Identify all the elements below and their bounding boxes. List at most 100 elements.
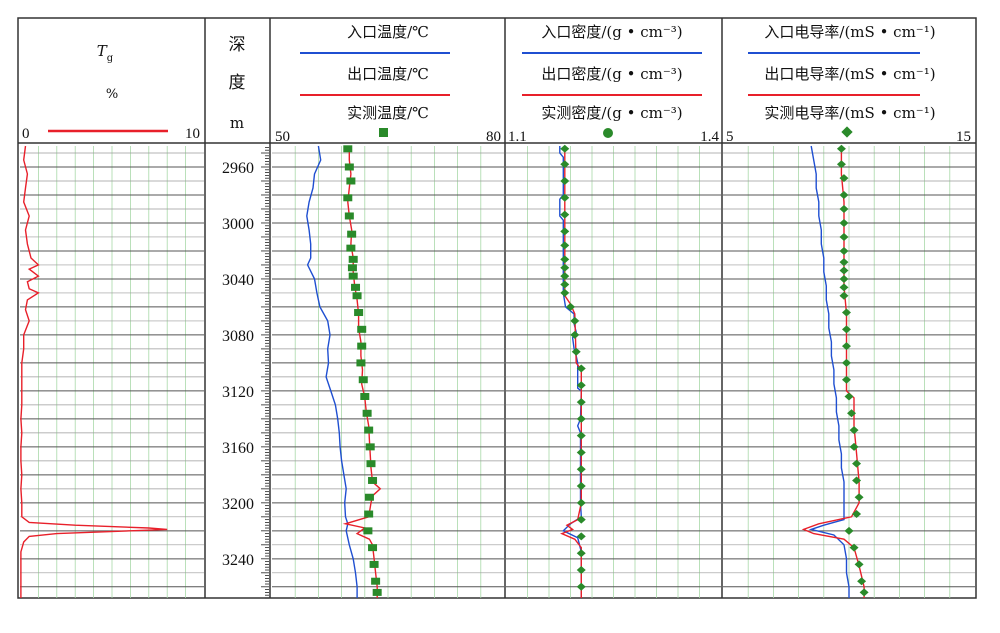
density-legend-inlet: 入口密度/(g • cm⁻³) (541, 23, 682, 41)
temperature-measured-point (354, 309, 364, 317)
depth-tick-label: 3080 (222, 328, 254, 345)
conductivity-measured-point (841, 342, 851, 351)
gas-range-max: 10 (185, 126, 200, 142)
density-measured-point (576, 532, 586, 541)
conductivity-measured-point (841, 325, 851, 334)
temperature-measured-point (364, 510, 374, 518)
temperature-measured-point (343, 145, 353, 153)
depth-title-line-2: 度 (229, 73, 246, 93)
cond-range-min: 5 (726, 129, 734, 145)
conductivity-measured-point (836, 160, 846, 169)
density-range-max: 1.4 (700, 129, 719, 145)
temperature-track-header: 入口温度/℃ 出口温度/℃ 实测温度/℃ 50 80 (275, 23, 501, 145)
series-conductivity-0 (808, 145, 850, 598)
temperature-measured-point (348, 255, 358, 263)
density-measured-point (571, 347, 581, 356)
density-measured-point (576, 465, 586, 474)
chart-frame (17, 17, 977, 599)
temperature-measured-point (369, 560, 379, 568)
temp-legend-outlet: 出口温度/℃ (347, 65, 429, 83)
conductivity-measured-point (839, 190, 849, 199)
density-measured-point (560, 160, 570, 169)
series-layer (20, 144, 869, 598)
temperature-measured-point (344, 163, 354, 171)
temperature-measured-point (365, 443, 375, 451)
density-legend-outlet: 出口密度/(g • cm⁻³) (541, 65, 682, 83)
gas-series-line (20, 145, 168, 598)
density-measured-point (576, 431, 586, 440)
temperature-measured-point (346, 244, 356, 252)
conductivity-measured-point (844, 526, 854, 535)
gas-track-header: Tg % 0 10 (22, 42, 200, 142)
conductivity-measured-point (854, 493, 864, 502)
depth-tick-label: 3200 (222, 496, 254, 513)
conductivity-measured-point (849, 543, 859, 552)
conductivity-track-header: 入口电导率/(mS • cm⁻¹) 出口电导率/(mS • cm⁻¹) 实测电导… (726, 23, 971, 145)
conductivity-measured-point (839, 266, 849, 275)
density-measured-point (576, 582, 586, 591)
temp-range-max: 80 (486, 129, 501, 145)
conductivity-measured-point (852, 510, 862, 519)
temperature-measured-point (368, 544, 378, 552)
depth-tick-label: 3160 (222, 440, 254, 457)
depth-tick-label: 3000 (222, 216, 254, 233)
temperature-measured-point (357, 342, 367, 350)
temperature-measured-point (347, 264, 357, 272)
series-temperature-0 (306, 145, 358, 598)
cond-legend-measured: 实测电导率/(mS • cm⁻¹) (764, 104, 935, 122)
conductivity-measured-point (839, 246, 849, 255)
density-range-min: 1.1 (508, 129, 527, 145)
temperature-measured-point (360, 392, 370, 400)
density-measured-point (560, 280, 570, 289)
temperature-measured-point (352, 292, 362, 300)
depth-unit: m (230, 114, 244, 132)
temperature-measured-point (357, 325, 367, 333)
density-measured-point (576, 498, 586, 507)
density-measured-point (560, 263, 570, 272)
density-track-header: 入口密度/(g • cm⁻³) 出口密度/(g • cm⁻³) 实测密度/(g … (508, 23, 720, 145)
density-measured-point (560, 272, 570, 281)
conductivity-measured-point (857, 577, 867, 586)
conductivity-measured-point (847, 409, 857, 418)
conductivity-measured-point (839, 204, 849, 213)
conductivity-measured-point (836, 144, 846, 153)
density-measured-point (566, 302, 575, 311)
depth-tick-label: 2960 (222, 160, 254, 177)
density-legend-measured-marker (603, 128, 613, 138)
density-measured-point (560, 144, 570, 153)
density-inlet-text: 入口密度/(g • cm⁻³) (541, 23, 682, 41)
temperature-measured-point (363, 527, 373, 535)
series-gas-0 (20, 145, 168, 598)
cond-range-max: 15 (956, 129, 971, 145)
conductivity-measured-point (839, 258, 849, 267)
conductivity-measured-point (844, 392, 854, 401)
cond-legend-inlet: 入口电导率/(mS • cm⁻¹) (764, 23, 935, 41)
conductivity-measured-point (859, 588, 869, 597)
series-temperature-2 (343, 145, 382, 596)
density-measured-point (576, 549, 586, 558)
series-density-2 (560, 144, 586, 591)
density-measured-point (570, 316, 580, 325)
density-measured-point (576, 566, 586, 575)
conductivity-measured-point (839, 232, 849, 241)
density-measured-point (560, 241, 570, 250)
density-measured-point (576, 414, 586, 423)
temperature-measured-point (366, 460, 376, 468)
depth-tick-label: 3040 (222, 272, 254, 289)
conductivity-measured-point (839, 174, 849, 183)
density-measured-point (576, 398, 586, 407)
gas-title-text: T (97, 42, 108, 60)
temperature-measured-point (351, 283, 361, 291)
conductivity-series-line (808, 145, 850, 598)
conductivity-measured-point (841, 358, 851, 367)
temperature-measured-point (364, 493, 374, 501)
density-measured-point (560, 193, 570, 202)
depth-track-header: 深 度 m (229, 35, 246, 132)
conductivity-measured-point (854, 560, 864, 569)
temp-legend-measured: 实测温度/℃ (347, 104, 429, 122)
density-measured-point (576, 381, 586, 390)
temperature-measured-point (371, 577, 381, 585)
density-measured-point (560, 227, 570, 236)
